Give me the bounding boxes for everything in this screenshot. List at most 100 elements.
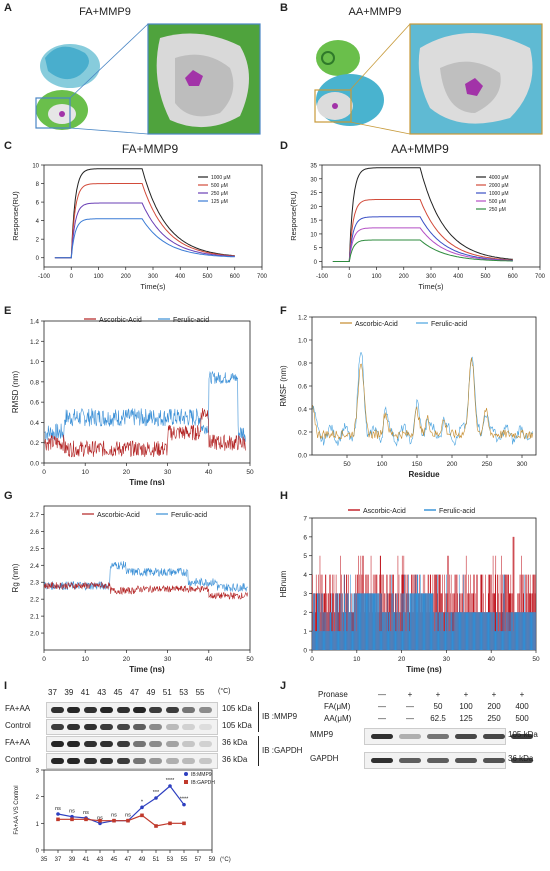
treatment-value: + bbox=[463, 690, 469, 699]
treatment-row-label: Pronase bbox=[318, 690, 348, 699]
treatment-value: + bbox=[407, 690, 413, 699]
treatment-value: 250 bbox=[487, 714, 501, 723]
y-tick-label: 0.4 bbox=[30, 420, 39, 427]
x-tick-label: 10 bbox=[353, 656, 361, 663]
temperature-label: 47 bbox=[130, 688, 139, 697]
x-tick-label: 20 bbox=[123, 469, 131, 476]
legend-label: 250 μM bbox=[489, 207, 506, 213]
temperature-label: 39 bbox=[64, 688, 74, 697]
aa-mmp9-binding-pocket-zoom bbox=[409, 23, 543, 135]
x-tick-label: 30 bbox=[443, 656, 451, 663]
y-tick-label: 4 bbox=[303, 572, 307, 579]
blot-band bbox=[149, 741, 163, 747]
x-tick-label: 59 bbox=[209, 857, 216, 863]
treatment-value: — bbox=[378, 690, 386, 699]
y-tick-label: 5 bbox=[303, 553, 307, 560]
chart-i-quantification: 35 37 39 41 43 45 47 49 51 53 55 57 59 0 1 2 3 FA+AA VS C… bbox=[14, 769, 231, 864]
legend-label: IB:GAPDH bbox=[191, 780, 215, 786]
y-tick-label: 2 bbox=[36, 238, 40, 244]
legend-swatch bbox=[184, 780, 188, 784]
x-tick-label: 49 bbox=[139, 857, 146, 863]
x-axis-label: Time(s) bbox=[418, 282, 444, 291]
y-tick-label: 1.0 bbox=[298, 338, 307, 345]
significance-label: ns bbox=[83, 810, 89, 816]
blot-band bbox=[51, 741, 64, 747]
y-tick-label: 2.2 bbox=[30, 597, 39, 604]
x-tick-label: 200 bbox=[399, 274, 410, 280]
blot-band bbox=[165, 758, 179, 764]
fa-mmp9-protein-overview bbox=[35, 44, 100, 130]
blot-band bbox=[67, 707, 81, 713]
y-tick-label: 1 bbox=[36, 822, 40, 828]
y-tick-label: 1.4 bbox=[30, 319, 39, 326]
data-point bbox=[168, 821, 172, 826]
data-point bbox=[182, 802, 186, 807]
blot-strip bbox=[364, 752, 533, 769]
data-point bbox=[126, 818, 130, 823]
x-tick-label: 39 bbox=[69, 857, 76, 863]
treatment-value: + bbox=[491, 690, 497, 699]
blot-row-label: Control bbox=[5, 755, 31, 764]
y-tick-label: 30 bbox=[310, 177, 317, 183]
blot-band bbox=[165, 707, 179, 713]
y-tick-label: 0 bbox=[36, 256, 40, 262]
blot-band bbox=[51, 724, 64, 730]
x-tick-label: 50 bbox=[343, 461, 351, 468]
blot-band bbox=[133, 707, 146, 713]
y-tick-label: 3 bbox=[303, 591, 307, 598]
y-tick-label: 6 bbox=[36, 201, 40, 207]
y-tick-label: 15 bbox=[310, 219, 317, 225]
treatment-value: 50 bbox=[433, 702, 443, 711]
x-tick-label: 57 bbox=[195, 857, 202, 863]
panel-label-f: F bbox=[280, 305, 287, 317]
legend-label: Ferulic-acid bbox=[171, 512, 207, 519]
series-line bbox=[332, 227, 513, 262]
treatment-value: + bbox=[435, 690, 441, 699]
treatment-value: 500 bbox=[515, 714, 529, 723]
treatment-value: — bbox=[406, 714, 414, 723]
x-tick-label: 53 bbox=[167, 857, 174, 863]
blot-band bbox=[83, 724, 97, 730]
x-tick-label: -100 bbox=[316, 274, 329, 280]
series-line bbox=[58, 814, 184, 827]
blot-band bbox=[182, 707, 196, 713]
x-tick-label: 300 bbox=[426, 274, 437, 280]
panel-label-h: H bbox=[280, 490, 288, 502]
x-axis-label: Time (ns) bbox=[129, 665, 165, 674]
x-axis-label: Time (ns) bbox=[129, 478, 165, 485]
data-point bbox=[154, 796, 158, 800]
x-tick-label: 150 bbox=[412, 461, 423, 468]
x-tick-label: 30 bbox=[164, 656, 172, 663]
y-tick-label: 0.4 bbox=[298, 407, 307, 414]
legend-label: 250 μM bbox=[211, 191, 228, 197]
y-tick-label: 0.6 bbox=[298, 384, 307, 391]
data-point bbox=[84, 817, 88, 822]
legend-label: Ascorbic-Acid bbox=[99, 317, 142, 324]
x-tick-label: 600 bbox=[508, 274, 519, 280]
x-tick-label: -100 bbox=[38, 274, 51, 280]
blot-row-label: FA+AA bbox=[5, 738, 31, 747]
legend-label: Ascorbic-Acid bbox=[363, 508, 406, 515]
series-line bbox=[332, 239, 513, 262]
series-line bbox=[312, 357, 534, 440]
blot-row-label: MMP9 bbox=[310, 730, 334, 739]
series-line bbox=[44, 370, 246, 442]
y-tick-label: 0.0 bbox=[298, 453, 307, 460]
significance-label: ns bbox=[55, 806, 61, 812]
legend-label: Ferulic-acid bbox=[173, 317, 209, 324]
blot-band bbox=[116, 741, 130, 747]
x-tick-label: 51 bbox=[153, 857, 160, 863]
protein-structures-image bbox=[35, 23, 543, 135]
y-tick-label: 6 bbox=[303, 534, 307, 541]
legend-swatch bbox=[184, 772, 188, 776]
x-tick-label: 47 bbox=[125, 857, 132, 863]
blot-band bbox=[116, 758, 130, 764]
significance-label: ns bbox=[69, 809, 75, 815]
panel-label-d: D bbox=[280, 140, 288, 152]
blot-band bbox=[198, 707, 212, 713]
y-tick-label: 0.2 bbox=[30, 440, 39, 447]
significance-label: * bbox=[141, 799, 144, 805]
blot-kda-label: 36 kDa bbox=[508, 754, 534, 763]
y-tick-label: 0 bbox=[303, 648, 307, 655]
data-point bbox=[168, 784, 172, 788]
